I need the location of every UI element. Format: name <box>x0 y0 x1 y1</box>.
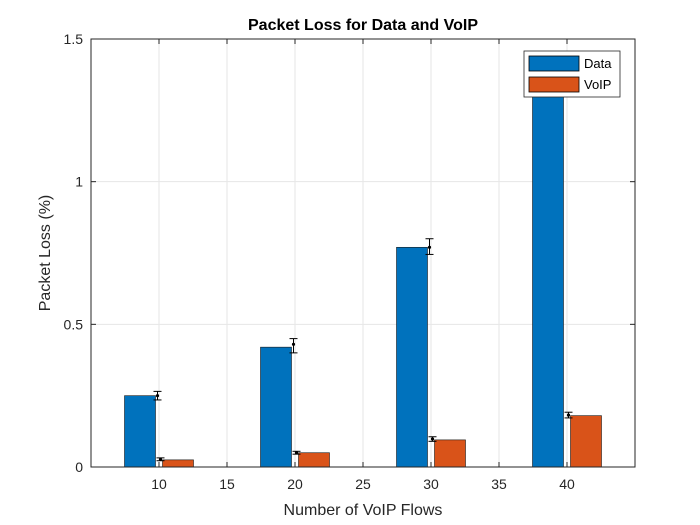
x-axis-label: Number of VoIP Flows <box>284 502 443 519</box>
y-tick-label: 0.5 <box>64 316 84 332</box>
legend-swatch-data <box>528 55 580 72</box>
bar-data-30 <box>396 246 428 468</box>
bar-data-20 <box>260 346 292 468</box>
x-tick-label: 15 <box>219 476 235 492</box>
legend: Data VoIP <box>523 50 621 98</box>
bar-voip-10 <box>162 459 194 468</box>
legend-swatch-voip <box>528 76 580 93</box>
x-tick-label: 40 <box>559 476 575 492</box>
error-bar-marker <box>427 245 432 249</box>
y-axis-label: Packet Loss (%) <box>37 195 54 311</box>
error-bar-marker <box>158 457 163 461</box>
y-tick-label: 1.5 <box>64 31 84 47</box>
error-bar-marker <box>294 451 299 455</box>
chart-title: Packet Loss for Data and VoIP <box>248 17 478 34</box>
x-tick-label: 30 <box>423 476 439 492</box>
bar-voip-40 <box>570 415 602 468</box>
axis-ticks: 10 15 20 25 30 35 40 0 0.5 1 1.5 <box>64 31 635 492</box>
legend-label-voip: VoIP <box>584 77 611 92</box>
legend-label-data: Data <box>584 56 612 71</box>
error-bar-marker <box>291 342 296 346</box>
y-tick-label: 0 <box>75 459 83 475</box>
bars <box>124 75 602 468</box>
x-tick-label: 25 <box>355 476 371 492</box>
error-bar-marker <box>430 437 435 441</box>
bar-data-10 <box>124 395 156 468</box>
x-tick-label: 20 <box>287 476 303 492</box>
bar-voip-30 <box>434 439 466 468</box>
x-tick-label: 10 <box>151 476 167 492</box>
error-bar-marker <box>155 394 160 398</box>
x-tick-label: 35 <box>491 476 507 492</box>
y-tick-label: 1 <box>75 174 83 190</box>
bar-voip-20 <box>298 452 330 468</box>
error-bar-marker <box>566 413 571 417</box>
bar-data-40 <box>532 75 564 468</box>
